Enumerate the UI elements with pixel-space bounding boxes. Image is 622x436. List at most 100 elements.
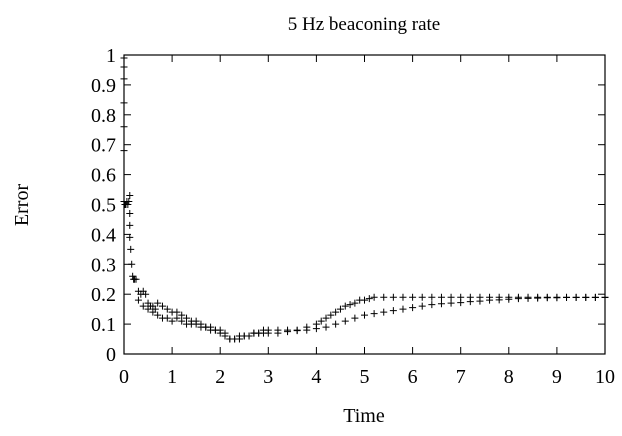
- x-tick-label: 0: [119, 366, 129, 388]
- data-point-series-1: [120, 99, 128, 107]
- data-point-series-1: [389, 307, 397, 315]
- data-point-series-1: [418, 302, 426, 310]
- data-point-series-1: [120, 63, 128, 71]
- data-point-series-2: [370, 293, 378, 301]
- data-point-series-2: [332, 308, 340, 316]
- data-point-series-2: [466, 293, 474, 301]
- y-tick-label: 0.6: [91, 165, 116, 187]
- data-point-series-2: [317, 317, 325, 325]
- y-tick-labels: 0 0.1 0.2 0.3 0.4 0.5 0.6 0.7 0.8 0.9 1: [91, 45, 116, 366]
- data-point-series-1: [437, 300, 445, 308]
- data-point-series-2: [134, 296, 142, 304]
- data-point-series-1: [127, 245, 135, 253]
- data-point-series-1: [120, 75, 128, 83]
- data-point-series-1: [126, 209, 134, 217]
- data-point-series-2: [163, 314, 171, 322]
- data-point-series-1: [120, 123, 128, 131]
- data-point-series-2: [563, 293, 571, 301]
- data-point-series-1: [132, 275, 140, 283]
- data-point-series-1: [361, 311, 368, 319]
- data-point-series-1: [129, 272, 137, 280]
- data-point-series-1: [158, 302, 166, 310]
- data-point-series-2: [211, 326, 219, 334]
- data-point-series-2: [274, 326, 282, 334]
- y-tick-label: 0.2: [91, 284, 116, 306]
- data-point-series-2: [178, 317, 186, 325]
- axis-ticks: [123, 54, 606, 355]
- data-point-series-2: [543, 293, 551, 301]
- x-tick-labels: 0 1 2 3 4 5 6 7 8 9 10: [119, 366, 615, 388]
- x-tick-label: 7: [456, 366, 466, 388]
- data-point-series-2: [361, 296, 368, 304]
- data-point-series-2: [336, 305, 344, 313]
- data-point-series-2: [572, 293, 580, 301]
- data-point-series-2: [447, 293, 455, 301]
- data-point-series-2: [322, 314, 330, 322]
- data-point-series-1: [341, 317, 349, 325]
- data-point-series-2: [399, 293, 407, 301]
- data-point-series-1: [163, 305, 171, 313]
- data-point-series-1: [351, 314, 359, 322]
- data-point-series-2: [202, 323, 210, 331]
- y-tick-label: 0.7: [91, 135, 116, 157]
- data-point-series-2: [514, 293, 522, 301]
- data-point-series-1: [447, 299, 455, 307]
- data-point-series-2: [389, 293, 397, 301]
- data-point-series-1: [428, 301, 436, 309]
- y-axis-label: Error: [11, 184, 33, 227]
- data-point-series-1: [332, 320, 340, 328]
- data-point-series-2: [173, 314, 181, 322]
- data-point-series-1: [380, 308, 388, 316]
- data-point-series-1: [126, 233, 134, 241]
- data-point-series-2: [409, 293, 417, 301]
- data-point-series-2: [437, 293, 445, 301]
- x-tick-label: 10: [595, 366, 615, 388]
- data-point-series-2: [168, 317, 176, 325]
- data-point-series-2: [139, 302, 147, 310]
- data-point-series-2: [284, 326, 292, 334]
- data-point-series-1: [126, 192, 134, 200]
- x-tick-label: 3: [263, 366, 273, 388]
- data-point-series-2: [303, 323, 311, 331]
- data-point-series-2: [591, 293, 599, 301]
- data-point-series-2: [418, 293, 426, 301]
- data-point-series-2: [346, 301, 354, 309]
- data-point-series-2: [235, 335, 243, 343]
- data-point-series-2: [505, 293, 513, 301]
- data-point-series-2: [293, 326, 301, 334]
- data-point-series-1: [322, 323, 330, 331]
- data-point-series-1: [183, 314, 191, 322]
- x-tick-label: 2: [215, 366, 225, 388]
- data-point-series-2: [601, 293, 609, 301]
- data-point-series-2: [553, 293, 561, 301]
- data-point-series-2: [221, 332, 229, 340]
- data-point-series-2: [192, 320, 200, 328]
- data-point-series-2: [245, 332, 253, 340]
- data-point-series-2: [534, 293, 542, 301]
- x-tick-label: 5: [360, 366, 370, 388]
- x-tick-label: 8: [504, 366, 514, 388]
- data-point-series-2: [154, 311, 162, 319]
- data-point-series-1: [126, 221, 134, 229]
- data-point-series-1: [409, 304, 417, 312]
- data-point-series-1: [120, 54, 128, 62]
- data-point-series-1: [120, 147, 128, 155]
- y-tick-label: 0.3: [91, 254, 116, 276]
- y-tick-label: 0.4: [91, 224, 116, 246]
- y-tick-label: 0.1: [91, 314, 116, 336]
- data-point-series-1: [124, 201, 132, 208]
- data-point-series-1: [154, 299, 162, 307]
- x-axis-label: Time: [343, 405, 385, 427]
- data-point-series-2: [524, 293, 532, 301]
- x-tick-label: 1: [167, 366, 177, 388]
- data-point-series-2: [428, 293, 436, 301]
- data-point-series-1: [128, 260, 136, 268]
- data-point-series-1: [173, 308, 181, 316]
- data-point-series-2: [341, 302, 349, 310]
- y-tick-label: 0: [106, 344, 116, 366]
- data-point-series-1: [142, 290, 150, 298]
- chart-title: 5 Hz beaconing rate: [288, 14, 440, 35]
- data-point-series-2: [144, 305, 152, 313]
